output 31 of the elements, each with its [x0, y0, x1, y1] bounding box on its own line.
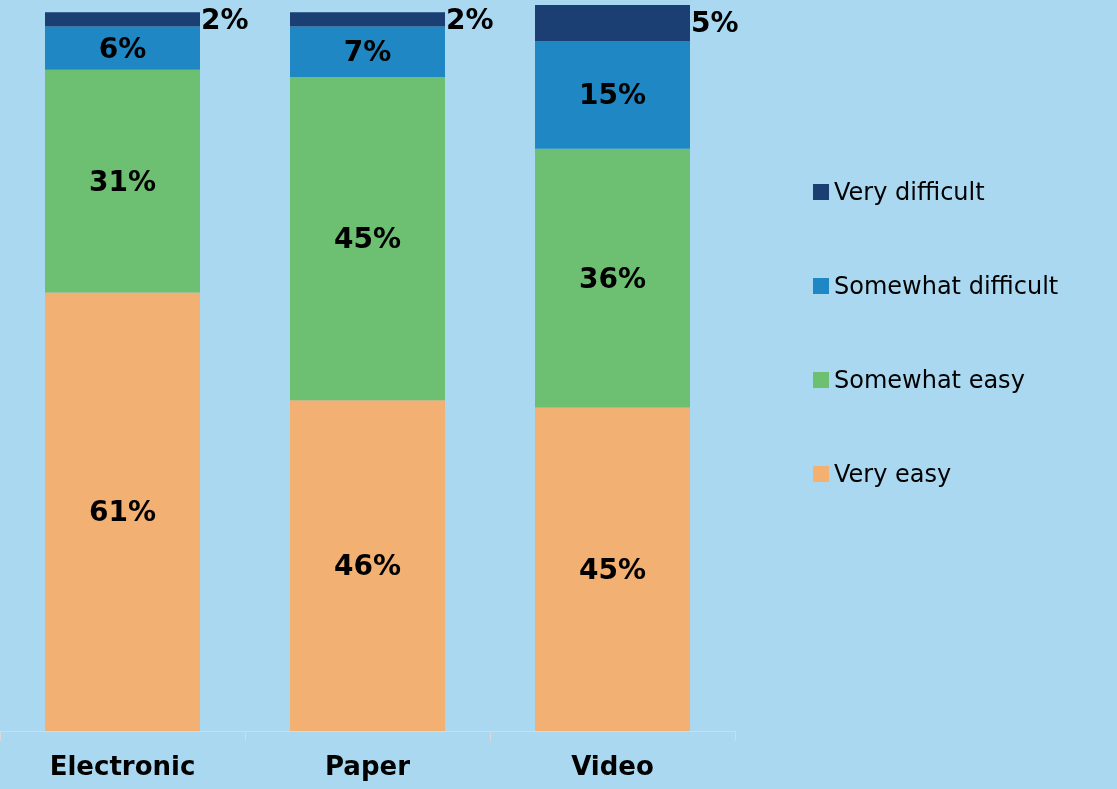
data-label: 61%: [88, 495, 157, 529]
x-tick-label: Electronic: [49, 751, 196, 781]
bar: [45, 292, 200, 731]
bar: [45, 69, 200, 293]
bar: [535, 40, 690, 149]
data-label: 6%: [98, 31, 147, 65]
data-label: 46%: [333, 549, 402, 583]
data-label: 5%: [691, 6, 739, 40]
x-tick-label: Paper: [325, 751, 411, 781]
bar: [290, 400, 445, 731]
legend-label: Very difficult: [834, 178, 985, 206]
bar: [45, 26, 200, 70]
bar: [535, 148, 690, 408]
legend-label: Somewhat difficult: [834, 272, 1059, 300]
data-label: 31%: [88, 164, 157, 198]
bar: [290, 26, 445, 77]
bar: [535, 5, 690, 41]
data-label: 2%: [446, 2, 494, 36]
x-tick-label: Video: [571, 751, 654, 781]
data-label: 2%: [201, 2, 249, 36]
legend-label: Very easy: [834, 460, 952, 488]
bar: [45, 12, 200, 27]
legend-label: Somewhat easy: [834, 366, 1025, 394]
data-label: 45%: [333, 222, 402, 256]
data-label: 45%: [578, 552, 647, 586]
bar: [290, 12, 445, 27]
data-label: 36%: [578, 261, 647, 295]
data-label: 15%: [578, 78, 647, 112]
bar: [535, 407, 690, 731]
data-label: 7%: [343, 35, 392, 69]
bar: [290, 76, 445, 401]
